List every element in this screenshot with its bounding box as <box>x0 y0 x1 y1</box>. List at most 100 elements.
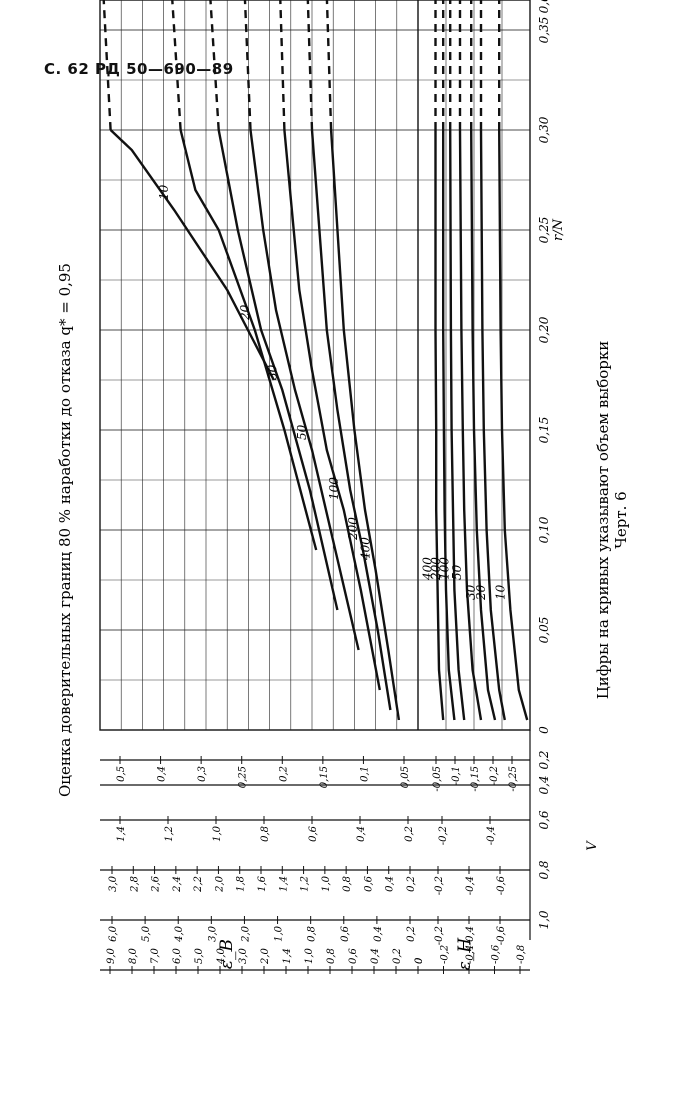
scale-v06-label: 1,2 <box>164 826 175 842</box>
eps-upper-tick-label: 2,0 <box>260 947 271 965</box>
scale-v10-label: 2,0 <box>240 925 251 943</box>
scale-v08-label: 0,8 <box>342 876 353 892</box>
upper-curve-50-dashed <box>240 0 252 131</box>
upper-curve-10-solid <box>109 129 275 381</box>
lower-curve-100-solid <box>449 129 466 721</box>
upper-curve-30-solid <box>217 129 339 611</box>
x-tick-label: 0,15 <box>537 417 551 444</box>
eps-upper-tick-label: 0 <box>414 957 425 964</box>
lower-curve-200-solid <box>442 130 456 721</box>
scale-v02-label: 0,5 <box>116 766 127 782</box>
scale-v08-label: 1,6 <box>257 875 268 892</box>
upper-curve-400-dashed <box>323 0 333 131</box>
x-axis-label: r/N <box>551 218 566 241</box>
scale-v06-lower-label: -0,2 <box>438 826 449 845</box>
eps-upper-tick-label: 1,4 <box>282 948 293 964</box>
curves-layer <box>98 0 529 721</box>
scale-v10-label: 6,0 <box>108 925 119 942</box>
upper-curve-100-dashed <box>276 0 286 131</box>
eps-upper-tick-label: 9,0 <box>106 947 117 964</box>
eps-lower-tick-label: 0 <box>414 957 425 964</box>
scale-v08-label: 2,6 <box>151 875 162 893</box>
lower-curve-400-solid <box>434 130 445 721</box>
eps-lower-tick-label: -0,8 <box>516 945 527 964</box>
scale-v02-lower-label: -0,2 <box>489 766 500 785</box>
lower-axis-label: ε_H <box>455 937 475 971</box>
scale-v10-label: 4,0 <box>174 925 185 943</box>
rotated-chart-frame: 0 0,05 0,10 0,15 0,20 0,25 0,30 0,35 0,4 0 0,60 1,0… <box>56 0 630 974</box>
lower-curve-30-label: 30 <box>464 584 478 600</box>
lower-curve-10-solid <box>498 129 529 721</box>
eps-upper-tick-label: 0,2 <box>392 948 403 964</box>
v-tick-label: 0,2 <box>537 750 551 769</box>
v-tick-label: 0,4 <box>537 775 551 794</box>
chart-title: Оценка доверительных границ 80 % наработ… <box>56 263 74 797</box>
scale-v02-lower-label: -0,05 <box>432 766 443 792</box>
scale-v08-label: 2,4 <box>172 876 183 893</box>
upper-curve-200-dashed <box>304 0 314 131</box>
x-tick-label: 0,30 <box>537 116 551 143</box>
scale-v06-lower-label: -0,4 <box>486 826 497 845</box>
scale-v08-label: 1,4 <box>278 876 289 892</box>
upper-curve-50-solid <box>249 129 360 651</box>
eps-lower-tick-label: -0,4 <box>465 945 476 964</box>
scale-v06-label: 0,6 <box>308 825 319 842</box>
eps-upper-tick-label: 0,8 <box>326 948 337 964</box>
eps-upper-tick-label: 7,0 <box>150 947 161 964</box>
lower-curve-20-label: 20 <box>474 584 488 601</box>
upper-curve-10-label: 10 <box>157 184 171 200</box>
eps-upper-tick-label: 1,0 <box>304 947 315 964</box>
scale-v02-label: 0,15 <box>319 766 330 788</box>
scale-v08-lower-label: -0,6 <box>496 875 507 895</box>
scale-v10-label: 1,0 <box>274 925 285 942</box>
upper-curve-30-label: 30 <box>265 364 279 380</box>
v-tick-label: 1,0 <box>537 910 551 929</box>
page-header: С. 62 РД 50—690—89 <box>44 60 234 78</box>
scale-v02-label: 0,1 <box>359 766 370 782</box>
eps-lower-tick-label: -0,2 <box>440 945 451 964</box>
eps-lower-tick-label: -0,6 <box>491 944 502 964</box>
scale-v06-label: 1,0 <box>212 825 223 842</box>
lower-curve-200-label: 200 <box>429 557 443 581</box>
x-tick-label: 0,10 <box>537 516 551 543</box>
lower-curve-50-label: 50 <box>450 564 464 580</box>
scale-v02-label: 0,25 <box>238 766 249 788</box>
eps-upper-tick-label: 3,0 <box>238 947 249 964</box>
scale-v10-label: 0,6 <box>340 925 351 942</box>
labels-layer: 00,050,100,150,200,250,300,350,400,601,0… <box>157 0 551 930</box>
scale-v08-label: 2,8 <box>129 876 140 893</box>
x-tick-label: 0,20 <box>537 316 551 343</box>
x-tick-label: 0 <box>537 726 551 734</box>
scale-v02-lower-label: -0,1 <box>451 766 462 785</box>
upper-curve-100-solid <box>283 129 381 691</box>
scale-v02-label: 0,05 <box>400 766 411 788</box>
scale-v02-label: 0,2 <box>278 766 289 782</box>
scale-v02-label: 0,4 <box>157 766 168 782</box>
lower-curve-50-solid <box>458 129 483 721</box>
upper-curve-100-label: 100 <box>327 477 341 500</box>
scale-v08-lower-label: -0,4 <box>465 876 476 895</box>
scale-v06-label: 0,2 <box>404 826 415 842</box>
eps-upper-tick-label: 6,0 <box>172 947 183 964</box>
eps-upper-tick-label: 8,0 <box>128 947 139 964</box>
x-tick-label: 0,35 <box>537 17 551 44</box>
v-axis-label: V <box>585 840 600 851</box>
scale-v10-label: 0,8 <box>307 926 318 942</box>
grid-layer <box>99 0 531 940</box>
lower-curve-400-label: 400 <box>421 557 435 581</box>
upper-curve-200-label: 200 <box>346 517 360 541</box>
scale-v08-label: 2,0 <box>214 875 225 893</box>
upper-curve-30-dashed <box>204 0 220 131</box>
upper-curve-20-label: 20 <box>238 304 252 321</box>
scale-v08-label: 1,2 <box>300 876 311 892</box>
scale-v10-label: 0,2 <box>406 926 417 942</box>
scale-v02-lower-label: -0,15 <box>470 766 481 792</box>
scale-v08-label: 1,8 <box>236 876 247 892</box>
x-tick-label: 0,60 <box>537 0 551 13</box>
scale-v08-label: 2,2 <box>193 876 204 893</box>
scale-v06-label: 1,4 <box>116 826 127 842</box>
x-tick-label: 0,05 <box>537 617 551 644</box>
scale-v08-label: 0,4 <box>385 876 396 892</box>
eps-upper-tick-label: 0,6 <box>348 947 359 964</box>
